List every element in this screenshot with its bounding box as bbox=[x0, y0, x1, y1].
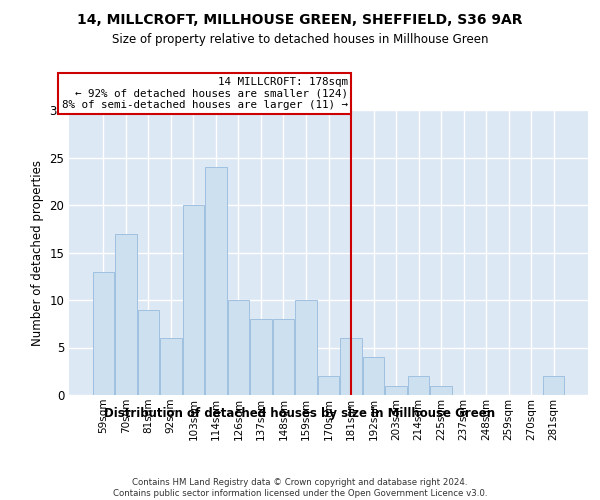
Bar bbox=[228, 300, 249, 395]
Text: 14, MILLCROFT, MILLHOUSE GREEN, SHEFFIELD, S36 9AR: 14, MILLCROFT, MILLHOUSE GREEN, SHEFFIEL… bbox=[77, 12, 523, 26]
Bar bbox=[115, 234, 137, 395]
Text: Size of property relative to detached houses in Millhouse Green: Size of property relative to detached ho… bbox=[112, 32, 488, 46]
Bar bbox=[160, 338, 182, 395]
Bar bbox=[543, 376, 565, 395]
Bar bbox=[385, 386, 407, 395]
Bar bbox=[408, 376, 429, 395]
Bar bbox=[92, 272, 114, 395]
Text: Contains HM Land Registry data © Crown copyright and database right 2024.
Contai: Contains HM Land Registry data © Crown c… bbox=[113, 478, 487, 498]
Bar bbox=[205, 167, 227, 395]
Bar bbox=[340, 338, 362, 395]
Bar bbox=[137, 310, 159, 395]
Bar bbox=[430, 386, 452, 395]
Text: 14 MILLCROFT: 178sqm
← 92% of detached houses are smaller (124)
8% of semi-detac: 14 MILLCROFT: 178sqm ← 92% of detached h… bbox=[62, 77, 347, 110]
Bar bbox=[318, 376, 339, 395]
Bar bbox=[295, 300, 317, 395]
Bar bbox=[182, 205, 204, 395]
Text: Distribution of detached houses by size in Millhouse Green: Distribution of detached houses by size … bbox=[104, 408, 496, 420]
Bar bbox=[363, 357, 384, 395]
Bar bbox=[273, 319, 294, 395]
Y-axis label: Number of detached properties: Number of detached properties bbox=[31, 160, 44, 346]
Bar bbox=[250, 319, 272, 395]
